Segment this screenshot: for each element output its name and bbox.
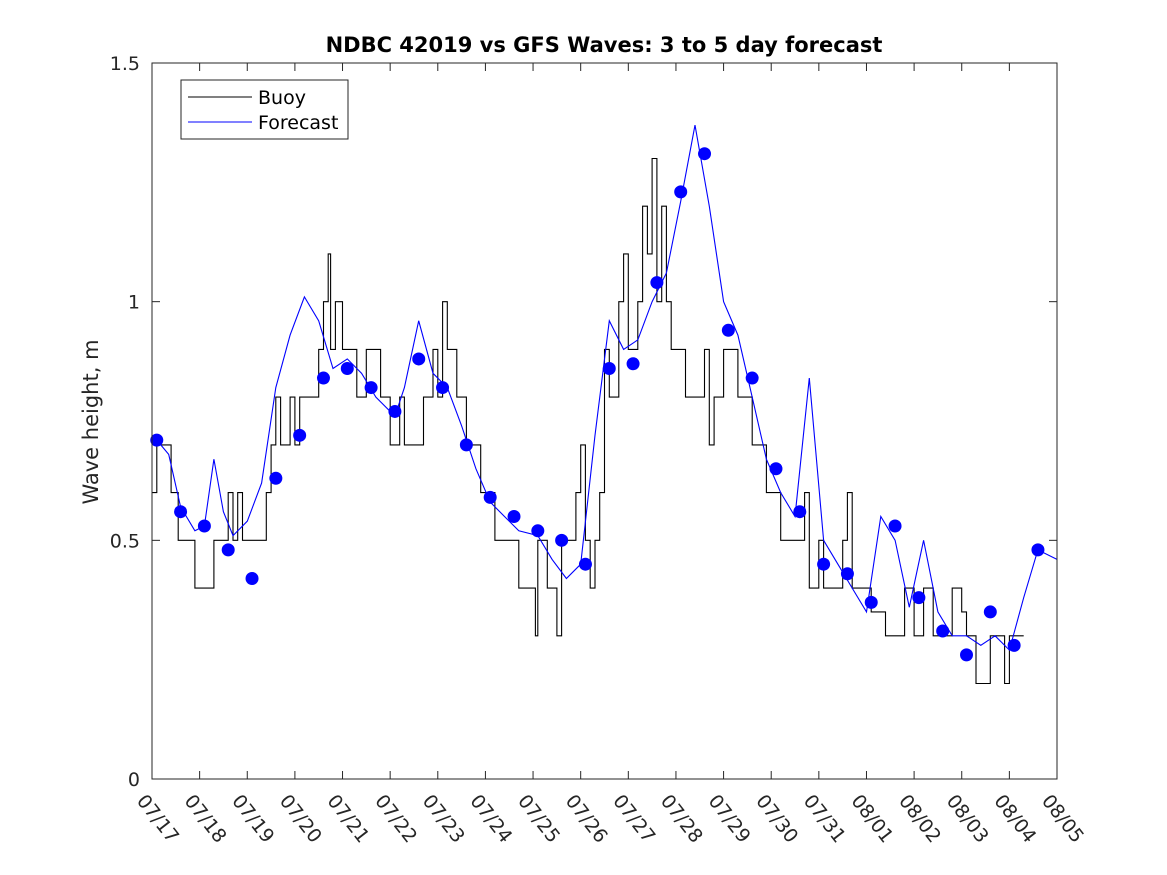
forecast-marker-6 <box>293 428 307 442</box>
forecast-marker-11 <box>412 352 426 366</box>
forecast-marker-32 <box>912 591 926 605</box>
forecast-marker-10 <box>388 404 402 418</box>
forecast-marker-0 <box>150 433 164 447</box>
forecast-marker-31 <box>888 519 902 533</box>
forecast-marker-15 <box>507 509 521 523</box>
forecast-marker-5 <box>269 471 283 485</box>
forecast-marker-14 <box>483 490 497 504</box>
forecast-marker-8 <box>340 361 354 375</box>
forecast-marker-12 <box>436 381 450 395</box>
plot-area <box>150 124 1058 685</box>
legend-forecast-label: Forecast <box>258 112 338 134</box>
legend-buoy-label: Buoy <box>258 87 306 109</box>
forecast-marker-20 <box>626 357 640 371</box>
forecast-marker-23 <box>698 147 712 161</box>
forecast-marker-3 <box>221 543 235 557</box>
legend-box <box>180 79 349 140</box>
forecast-marker-13 <box>459 438 473 452</box>
y-tick-label-2: 1 <box>128 292 140 314</box>
forecast-marker-18 <box>578 557 592 571</box>
forecast-marker-17 <box>555 533 569 547</box>
y-tick-label-0: 0 <box>128 769 140 791</box>
y-tick-label-1: 0.5 <box>110 530 140 552</box>
forecast-marker-24 <box>721 323 735 337</box>
forecast-marker-9 <box>364 381 378 395</box>
y-axis-label: Wave height, m <box>79 339 103 504</box>
forecast-marker-21 <box>650 276 664 290</box>
forecast-marker-22 <box>674 185 688 199</box>
forecast-marker-34 <box>960 648 973 662</box>
axes-box <box>151 62 1058 780</box>
forecast-marker-37 <box>1031 543 1045 557</box>
forecast-marker-4 <box>245 572 259 586</box>
forecast-marker-25 <box>745 371 759 385</box>
forecast-marker-36 <box>1007 638 1021 652</box>
forecast-marker-29 <box>840 567 854 581</box>
forecast-marker-7 <box>316 371 330 385</box>
forecast-marker-16 <box>531 524 545 538</box>
forecast-marker-26 <box>769 462 783 476</box>
y-tick-label-3: 1.5 <box>110 53 140 75</box>
forecast-marker-27 <box>793 505 807 519</box>
forecast-marker-33 <box>936 624 950 638</box>
forecast-marker-28 <box>817 557 831 571</box>
chart-title: NDBC 42019 vs GFS Waves: 3 to 5 day fore… <box>326 33 883 57</box>
forecast-marker-35 <box>983 605 997 619</box>
forecast-marker-19 <box>602 361 616 375</box>
legend: Buoy Forecast <box>180 79 349 140</box>
forecast-marker-1 <box>174 505 188 519</box>
forecast-marker-2 <box>197 519 211 533</box>
series-line-forecast <box>156 124 1058 652</box>
forecast-marker-30 <box>864 595 878 609</box>
